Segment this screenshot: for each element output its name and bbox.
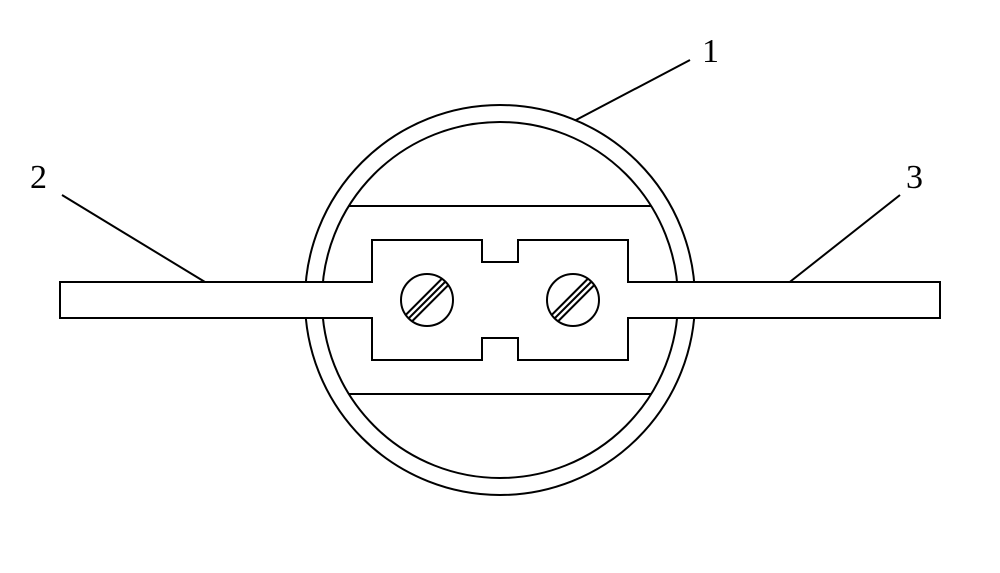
label-2: 2 [30, 159, 47, 196]
label-3: 3 [906, 159, 923, 196]
mechanical-diagram: 1 2 3 [0, 0, 1000, 573]
right-arm [628, 282, 940, 318]
leader-line-3 [772, 195, 900, 296]
leader-line-2 [62, 195, 228, 296]
left-arm [60, 282, 372, 318]
label-1: 1 [702, 33, 719, 70]
